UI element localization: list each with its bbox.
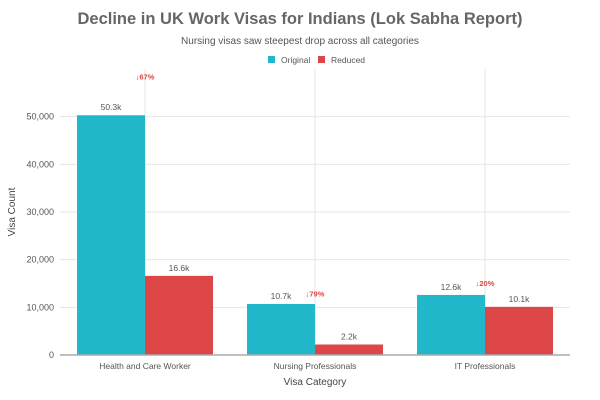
x-axis-title: Visa Category	[284, 377, 347, 388]
bar-original	[417, 294, 485, 355]
chart-title: Decline in UK Work Visas for Indians (Lo…	[77, 10, 523, 28]
y-tick-label: 0	[49, 350, 54, 360]
y-tick-label: 50,000	[26, 112, 54, 122]
drop-annotation: ↓67%	[136, 72, 155, 81]
legend-label-reduced: Reduced	[331, 55, 365, 65]
x-tick-label: Health and Care Worker	[99, 361, 191, 371]
drop-annotation: ↓79%	[306, 289, 325, 298]
drop-annotation: ↓20%	[476, 279, 495, 288]
y-tick-label: 30,000	[26, 207, 54, 217]
bar-value-label: 50.3k	[101, 102, 123, 112]
legend-swatch-reduced	[318, 56, 325, 63]
bar-value-label: 2.2k	[341, 332, 358, 342]
x-tick-label: IT Professionals	[455, 361, 516, 371]
x-tick-label: Nursing Professionals	[274, 361, 357, 371]
bar-value-label: 10.7k	[271, 291, 293, 301]
y-tick-label: 10,000	[26, 302, 54, 312]
bar-reduced	[145, 275, 213, 355]
y-tick-label: 40,000	[26, 159, 54, 169]
y-axis-title: Visa Count	[7, 187, 18, 236]
chart-subtitle: Nursing visas saw steepest drop across a…	[181, 36, 419, 47]
bar-value-label: 12.6k	[441, 282, 463, 292]
bar-value-label: 16.6k	[169, 263, 191, 273]
bar-original	[77, 115, 145, 355]
bar-reduced	[485, 306, 553, 355]
y-tick-label: 20,000	[26, 255, 54, 265]
bar-original	[247, 303, 315, 355]
legend-swatch-original	[268, 56, 275, 63]
legend-label-original: Original	[281, 55, 310, 65]
bar-reduced	[315, 344, 383, 355]
bar-value-label: 10.1k	[509, 294, 531, 304]
